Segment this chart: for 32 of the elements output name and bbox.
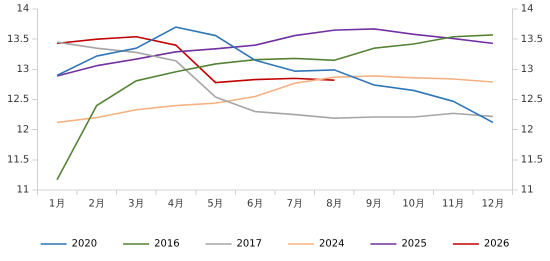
x-tick-label: 8月: [326, 198, 343, 210]
legend-label: 2017: [236, 238, 262, 250]
y-tick-label: 12: [16, 124, 30, 136]
x-tick-label: 1月: [48, 198, 66, 210]
y-tick-label: 11: [16, 184, 30, 196]
y-tick-label: 12.5: [7, 94, 30, 106]
legend-label: 2024: [319, 238, 344, 250]
x-tick-label: 6月: [247, 198, 264, 210]
x-tick-label: 5月: [207, 198, 224, 210]
legend-label: 2026: [484, 238, 510, 250]
legend-label: 2016: [154, 238, 180, 250]
x-tick-label: 7月: [286, 198, 303, 210]
y2-tick-label: 12.5: [520, 94, 543, 106]
y2-tick-label: 11: [520, 184, 534, 196]
y-tick-label: 14: [16, 4, 30, 15]
x-tick-label: 10月: [402, 198, 426, 210]
x-tick-label: 4月: [168, 198, 184, 210]
y2-tick-label: 12: [520, 124, 534, 136]
legend-label: 2020: [72, 238, 98, 250]
y-tick-label: 13.5: [7, 34, 30, 45]
x-tick-label: 11月: [442, 198, 465, 210]
x-tick-label: 9月: [366, 198, 382, 210]
y2-tick-label: 14: [520, 4, 534, 15]
y-tick-label: 13: [16, 64, 30, 75]
y2-tick-label: 13.5: [520, 34, 543, 45]
y2-tick-label: 13: [520, 64, 534, 75]
x-tick-label: 12月: [482, 198, 504, 210]
y2-tick-label: 11.5: [520, 154, 543, 166]
x-tick-label: 3月: [128, 198, 145, 210]
legend-label: 2025: [401, 238, 427, 250]
y-tick-label: 11.5: [7, 154, 30, 166]
x-tick-label: 2月: [88, 198, 105, 210]
